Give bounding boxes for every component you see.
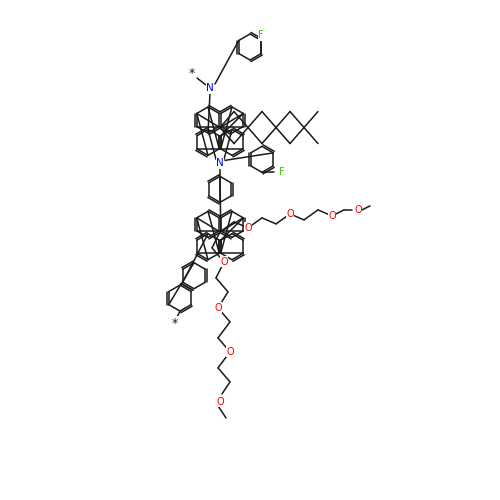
Text: F: F xyxy=(258,30,264,40)
Text: O: O xyxy=(216,397,224,407)
Text: O: O xyxy=(220,257,228,267)
Text: O: O xyxy=(286,209,294,219)
Text: N: N xyxy=(206,83,214,93)
Text: N: N xyxy=(216,158,224,168)
Text: O: O xyxy=(354,205,362,215)
Text: O: O xyxy=(226,347,234,357)
Text: O: O xyxy=(214,303,222,313)
Text: *: * xyxy=(189,68,195,80)
Text: F: F xyxy=(279,168,285,177)
Text: *: * xyxy=(172,316,178,330)
Text: O: O xyxy=(244,223,252,233)
Text: O: O xyxy=(328,211,336,221)
